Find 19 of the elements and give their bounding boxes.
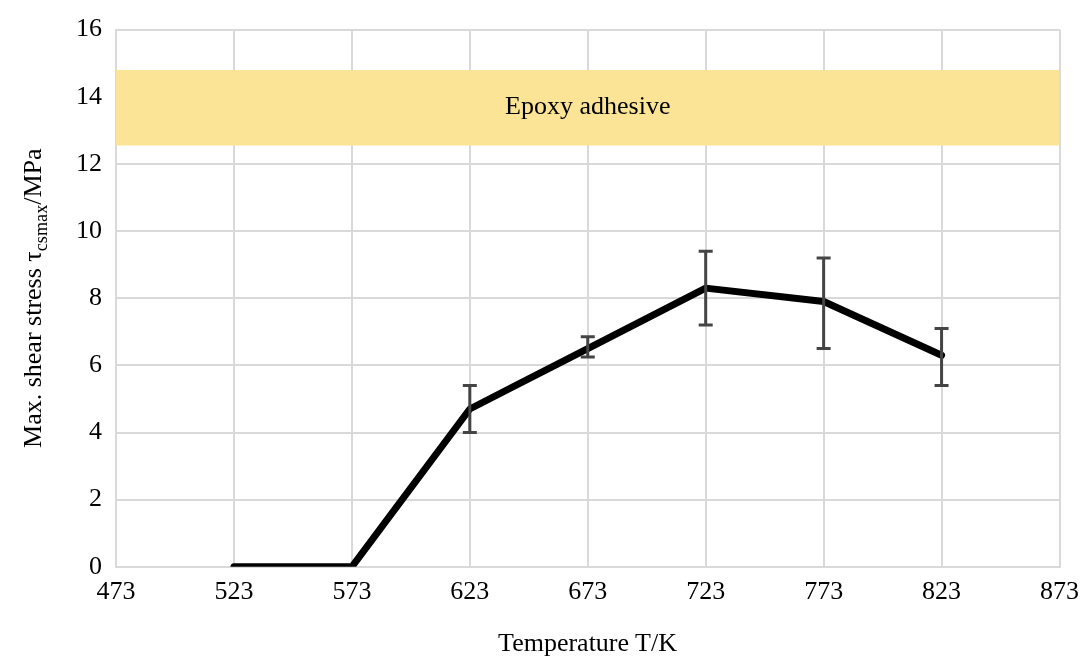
x-tick-label: 523 (214, 576, 254, 606)
y-tick-label: 6 (89, 349, 102, 379)
y-axis-title: Max. shear stress τcsmax/MPa (17, 147, 51, 448)
x-tick-label: 873 (1040, 576, 1079, 606)
band-label: Epoxy adhesive (505, 91, 671, 121)
x-tick-label: 573 (332, 576, 372, 606)
x-tick-label: 773 (804, 576, 844, 606)
y-tick-label: 16 (76, 13, 102, 43)
y-tick-label: 2 (89, 483, 102, 513)
y-tick-label: 12 (76, 147, 102, 177)
y-tick-label: 8 (89, 282, 102, 312)
x-tick-label: 723 (686, 576, 726, 606)
y-tick-label: 4 (89, 416, 102, 446)
x-tick-label: 823 (922, 576, 962, 606)
y-tick-label: 10 (76, 214, 102, 244)
x-axis-title: Temperature T/K (498, 627, 678, 657)
x-tick-label: 673 (568, 576, 608, 606)
y-tick-label: 14 (76, 80, 102, 110)
x-tick-label: 623 (450, 576, 490, 606)
